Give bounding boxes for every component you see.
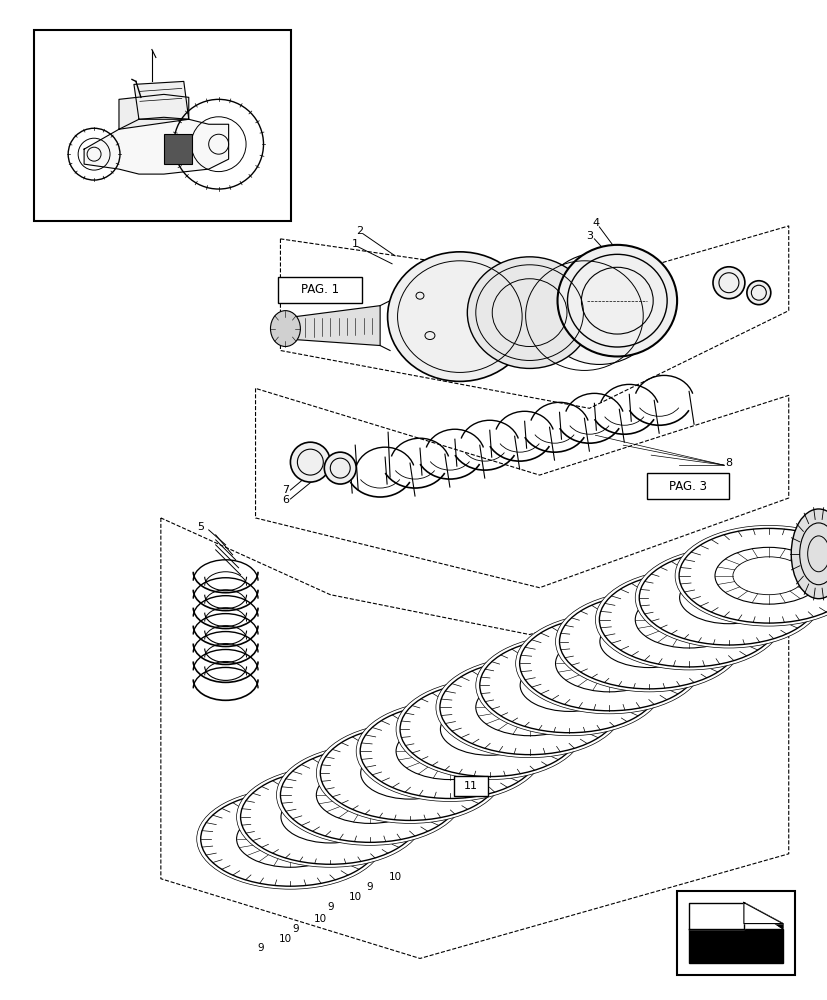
Ellipse shape <box>746 281 770 305</box>
Ellipse shape <box>237 767 423 867</box>
Ellipse shape <box>316 723 503 823</box>
FancyBboxPatch shape <box>647 473 728 499</box>
Ellipse shape <box>712 267 744 299</box>
Text: 10: 10 <box>647 679 660 689</box>
Text: 10: 10 <box>313 914 327 924</box>
Ellipse shape <box>555 591 742 692</box>
Ellipse shape <box>276 745 463 845</box>
Ellipse shape <box>634 547 822 648</box>
Polygon shape <box>84 117 228 174</box>
Text: 1: 1 <box>351 239 358 249</box>
Bar <box>676 891 794 975</box>
Ellipse shape <box>324 452 356 484</box>
Text: 9: 9 <box>366 882 373 892</box>
Ellipse shape <box>674 525 827 626</box>
Polygon shape <box>688 903 743 929</box>
Ellipse shape <box>395 679 583 780</box>
Text: PAG. 1: PAG. 1 <box>301 283 339 296</box>
Ellipse shape <box>557 245 676 356</box>
Bar <box>34 30 291 221</box>
Ellipse shape <box>290 442 330 482</box>
Text: 11: 11 <box>463 781 477 791</box>
Text: 9: 9 <box>665 667 672 677</box>
Ellipse shape <box>595 569 782 670</box>
Text: PAG. 3: PAG. 3 <box>668 480 706 493</box>
Text: 9: 9 <box>292 924 299 934</box>
Text: 8: 8 <box>724 458 732 468</box>
Text: 5: 5 <box>197 522 204 532</box>
Bar <box>164 134 192 164</box>
Text: 10: 10 <box>701 631 715 641</box>
Text: 9: 9 <box>695 644 701 654</box>
Text: 9: 9 <box>640 691 647 701</box>
Ellipse shape <box>466 257 591 368</box>
Ellipse shape <box>515 613 702 714</box>
Polygon shape <box>134 81 189 119</box>
Text: 10: 10 <box>672 654 685 664</box>
Text: 6: 6 <box>281 495 289 505</box>
Text: 9: 9 <box>257 943 264 953</box>
Ellipse shape <box>387 252 532 381</box>
FancyBboxPatch shape <box>453 776 487 796</box>
Polygon shape <box>743 903 782 929</box>
Ellipse shape <box>197 789 384 889</box>
Text: 10: 10 <box>279 934 292 944</box>
Ellipse shape <box>435 657 623 758</box>
Text: 10: 10 <box>388 872 401 882</box>
Polygon shape <box>743 903 782 924</box>
Text: 10: 10 <box>348 892 361 902</box>
Polygon shape <box>280 306 380 346</box>
Ellipse shape <box>539 253 658 364</box>
Ellipse shape <box>356 701 543 801</box>
Text: 3: 3 <box>586 231 592 241</box>
Text: 9: 9 <box>327 902 333 912</box>
Text: 4: 4 <box>592 218 600 228</box>
FancyBboxPatch shape <box>278 277 361 303</box>
Ellipse shape <box>791 509 827 599</box>
Ellipse shape <box>270 311 300 347</box>
Polygon shape <box>119 94 189 129</box>
Text: 2: 2 <box>356 226 363 236</box>
Polygon shape <box>688 929 782 963</box>
Text: 7: 7 <box>281 485 289 495</box>
Ellipse shape <box>476 635 662 736</box>
